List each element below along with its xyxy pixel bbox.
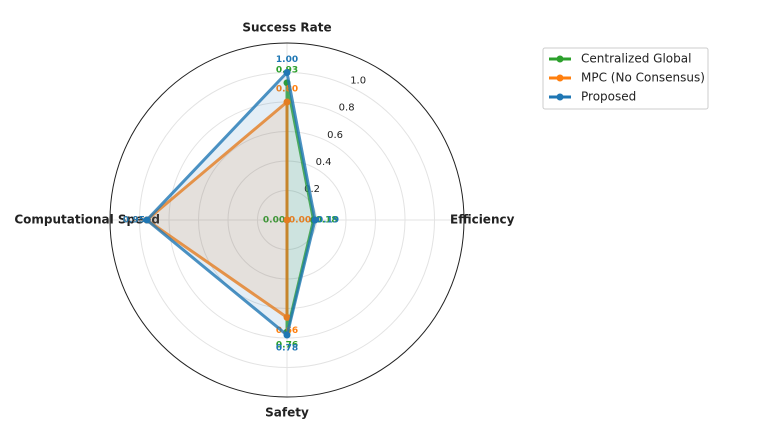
legend-marker [556,74,564,82]
outer-frame [109,42,465,398]
value-label: 0.80 [276,85,298,95]
legend-marker [556,55,564,63]
value-label: 0.19 [317,216,339,226]
r-tick-label: 1.0 [350,76,366,87]
value-label: 1.00 [276,55,298,65]
legend-marker [556,93,564,101]
value-label: 0.95 [123,216,145,226]
r-tick-label: 0.6 [327,130,343,141]
value-label: 0.00 [289,216,311,226]
series-area [144,69,317,338]
category-label: Computational Speed [14,213,160,227]
legend-label: Proposed [581,90,636,104]
legend-label: Centralized Global [581,52,691,66]
series-point [283,98,291,106]
value-label: 0.78 [276,344,298,354]
category-label: Safety [265,406,309,420]
category-label: Success Rate [242,21,331,35]
series-point [283,216,291,224]
series-point [283,69,291,76]
category-label: Efficiency [450,213,515,227]
series-point [143,216,151,224]
value-label: 0.18 [315,216,337,226]
r-tick-label: 0.8 [339,103,355,114]
r-tick-label: 0.2 [304,184,320,195]
series-point [283,331,291,339]
series-point [283,313,291,321]
series-point [311,216,319,224]
legend-box [542,47,709,110]
value-label: 0.95 [123,216,145,226]
value-label: 0.00 [263,216,285,226]
r-tick-label: 0.4 [316,157,332,168]
legend-label: MPC (No Consensus) [581,71,705,85]
value-label: 0.76 [276,341,298,351]
